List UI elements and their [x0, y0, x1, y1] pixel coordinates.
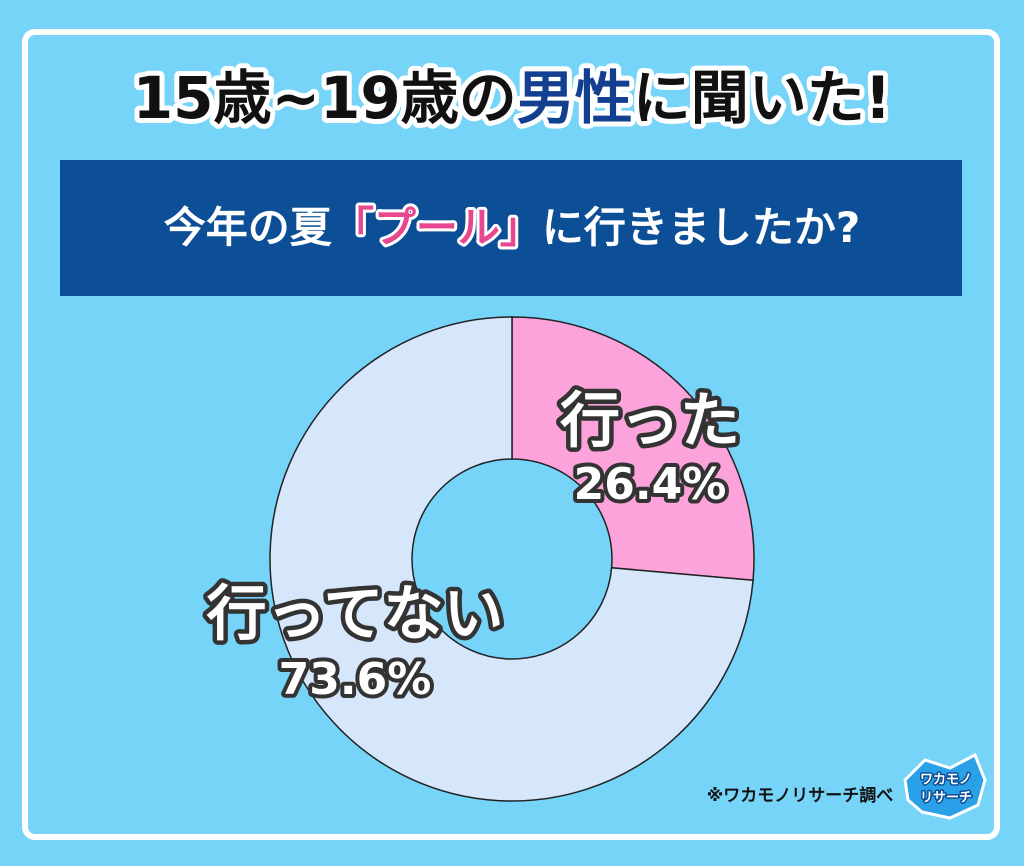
value-label: 73.6% [279, 654, 432, 705]
donut [269, 316, 755, 802]
subtitle-part: に行きましたか? [542, 203, 860, 252]
subtitle: 今年の夏「プール」に行きましたか? [164, 203, 860, 252]
frame [22, 29, 1000, 840]
logo-shape [903, 752, 987, 820]
title-part: に聞いた! [633, 64, 891, 132]
slice-label: 行ってない [207, 580, 504, 650]
chart-title: 15歳~19歳の男性に聞いた! [133, 64, 892, 132]
title-part: 男性 [517, 64, 633, 132]
logo-text: ワカモノ [920, 773, 972, 788]
slice [269, 316, 754, 802]
slice [511, 316, 755, 582]
title-part: 15歳~19歳の [133, 64, 517, 132]
logo: ワカモノ リサーチ [903, 752, 987, 820]
subtitle-part: 「プール」 [332, 203, 542, 252]
logo-text: リサーチ [920, 791, 972, 806]
subtitle-banner [60, 160, 962, 296]
source: ※ワカモノリサーチ調べ [707, 785, 894, 806]
subtitle-part: 今年の夏 [164, 203, 333, 252]
value-label: 26.4% [574, 459, 727, 510]
slice-label: 行った [560, 387, 740, 457]
